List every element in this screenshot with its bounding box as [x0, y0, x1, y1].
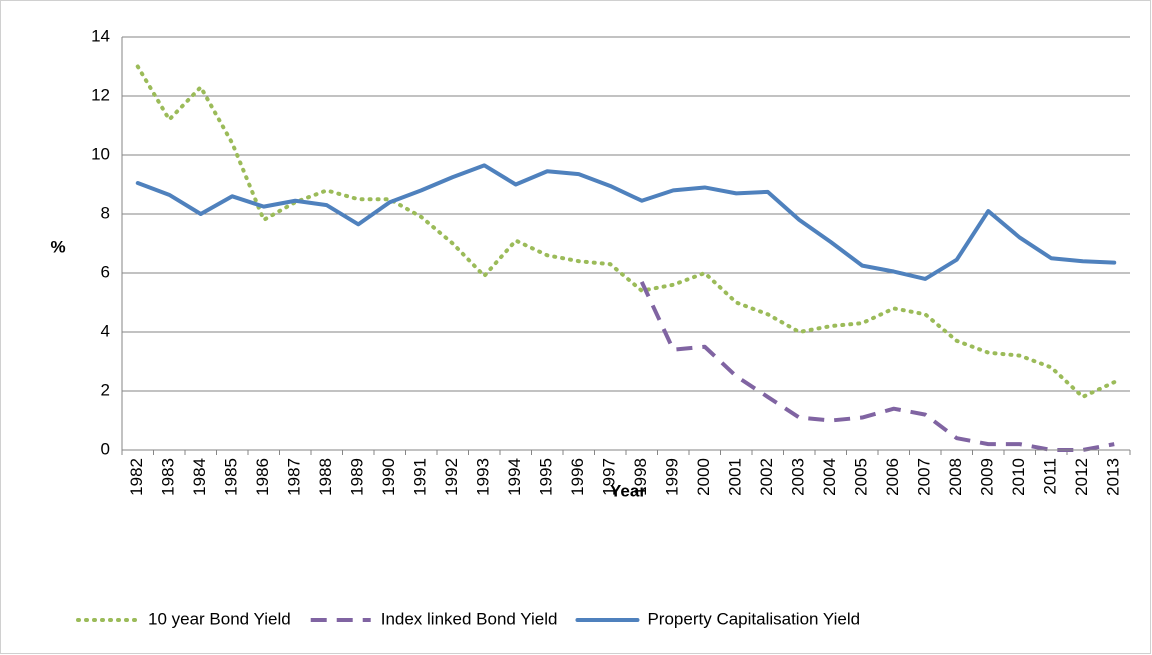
x-tick-label: 2005 — [852, 458, 871, 496]
x-tick-label: 1983 — [159, 458, 178, 496]
x-tick-label: 2009 — [978, 458, 997, 496]
x-tick-label: 1982 — [127, 458, 146, 496]
x-tick-label: 2000 — [694, 458, 713, 496]
x-tick-label: 1996 — [568, 458, 587, 496]
x-tick-label: 1989 — [348, 458, 367, 496]
x-tick-label: 2002 — [757, 458, 776, 496]
y-tick-label: 10 — [91, 144, 110, 163]
x-tick-label: 1986 — [253, 458, 272, 496]
x-tick-label: 2011 — [1041, 458, 1060, 495]
x-tick-label: 2010 — [1009, 458, 1028, 496]
x-tick-label: 2013 — [1104, 458, 1123, 496]
x-tick-label: 1995 — [537, 458, 556, 496]
x-tick-label: 2012 — [1072, 458, 1091, 496]
legend-label: 10 year Bond Yield — [148, 609, 291, 628]
y-tick-label: 4 — [101, 321, 110, 340]
x-tick-label: 1994 — [505, 458, 524, 496]
x-tick-label: 2001 — [726, 458, 745, 496]
y-axis-label: % — [50, 237, 65, 256]
x-tick-label: 1985 — [222, 458, 241, 496]
x-tick-label: 2006 — [883, 458, 902, 496]
x-tick-label: 1993 — [474, 458, 493, 496]
x-tick-label: 1999 — [663, 458, 682, 496]
x-tick-label: 2007 — [915, 458, 934, 496]
x-axis-label: Year — [610, 481, 646, 500]
x-tick-label: 1987 — [285, 458, 304, 496]
x-tick-label: 1991 — [411, 458, 430, 496]
y-tick-label: 0 — [101, 439, 110, 458]
x-tick-label: 1984 — [190, 458, 209, 496]
x-tick-label: 1998 — [631, 458, 650, 496]
x-tick-label: 2004 — [820, 458, 839, 496]
x-tick-label: 1997 — [600, 458, 619, 496]
series-line — [135, 163, 1117, 281]
y-tick-label: 8 — [101, 203, 110, 222]
legend-label: Property Capitalisation Yield — [647, 609, 860, 628]
y-tick-label: 2 — [101, 380, 110, 399]
x-tick-label: 1992 — [442, 458, 461, 496]
y-tick-label: 14 — [91, 26, 110, 45]
x-tick-label: 2008 — [946, 458, 965, 496]
series-line — [639, 281, 1115, 452]
x-tick-label: 1988 — [316, 458, 335, 496]
x-tick-label: 2003 — [789, 458, 808, 496]
y-tick-label: 12 — [91, 85, 110, 104]
legend-label: Index linked Bond Yield — [381, 609, 558, 628]
x-tick-label: 1990 — [379, 458, 398, 496]
y-tick-label: 6 — [101, 262, 110, 281]
